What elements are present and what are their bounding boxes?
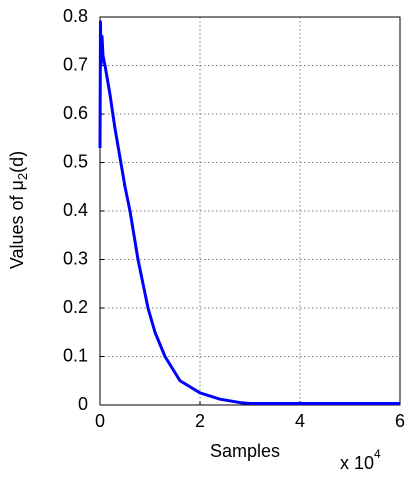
y-tick-label: 0.1 bbox=[63, 345, 88, 365]
y-tick-label: 0.6 bbox=[63, 103, 88, 123]
y-tick-label: 0.2 bbox=[63, 297, 88, 317]
y-tick-label: 0.8 bbox=[63, 6, 88, 26]
x-axis-label: Samples bbox=[210, 441, 280, 461]
y-axis-label: Values of μ2(d) bbox=[7, 151, 31, 269]
y-label-suffix: (d) bbox=[7, 151, 27, 173]
x-scale-exponent: 4 bbox=[374, 447, 381, 461]
x-tick-label: 6 bbox=[395, 411, 405, 431]
data-line bbox=[98, 20, 400, 406]
y-tick-label: 0.5 bbox=[63, 151, 88, 171]
x-tick-label: 2 bbox=[195, 411, 205, 431]
y-tick-label: 0.4 bbox=[63, 200, 88, 220]
x-scale-label: x 104 bbox=[340, 447, 381, 473]
y-label-text: Values of μ bbox=[7, 180, 27, 269]
y-tick-label: 0.3 bbox=[63, 248, 88, 268]
y-tick-label: 0.7 bbox=[63, 54, 88, 74]
x-scale-base: x 10 bbox=[340, 453, 374, 473]
x-tick-label: 0 bbox=[95, 411, 105, 431]
y-label-subscript: 2 bbox=[15, 173, 30, 180]
x-tick-label: 4 bbox=[295, 411, 305, 431]
y-tick-label: 0 bbox=[78, 394, 88, 414]
